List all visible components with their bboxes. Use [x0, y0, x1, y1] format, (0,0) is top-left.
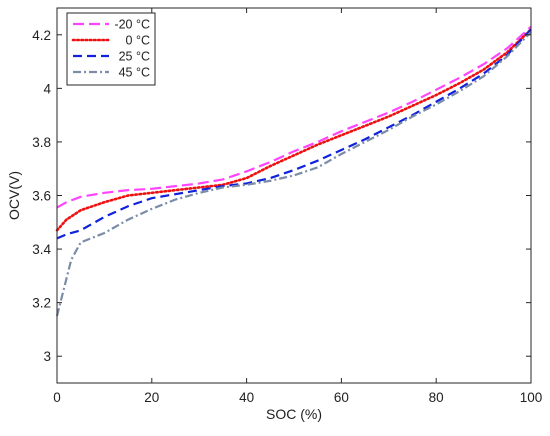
y-tick-label: 3.8 [32, 135, 51, 150]
legend: -20 °C 0 °C 25 °C 45 °C [67, 13, 155, 85]
x-tick-label: 60 [334, 390, 349, 405]
legend-label-0: -20 °C [114, 18, 150, 32]
x-tick-label: 40 [239, 390, 254, 405]
x-tick-label: 100 [520, 390, 543, 405]
y-tick-label: 3.2 [32, 296, 51, 311]
y-tick-label: 3 [43, 349, 51, 364]
y-tick-label: 3.4 [32, 242, 51, 257]
legend-label-2: 25 °C [119, 50, 150, 64]
x-axis-label: SOC (%) [266, 406, 322, 422]
x-tick-label: 80 [429, 390, 444, 405]
legend-label-1: 0 °C [126, 34, 150, 48]
y-tick-label: 4.2 [32, 28, 51, 43]
y-tick-label: 4 [43, 81, 51, 96]
x-tick-label: 20 [144, 390, 159, 405]
y-tick-label: 3.6 [32, 189, 51, 204]
legend-label-3: 45 °C [119, 66, 150, 80]
x-tick-label: 0 [53, 390, 61, 405]
y-axis-label: OCV(V) [6, 171, 22, 220]
